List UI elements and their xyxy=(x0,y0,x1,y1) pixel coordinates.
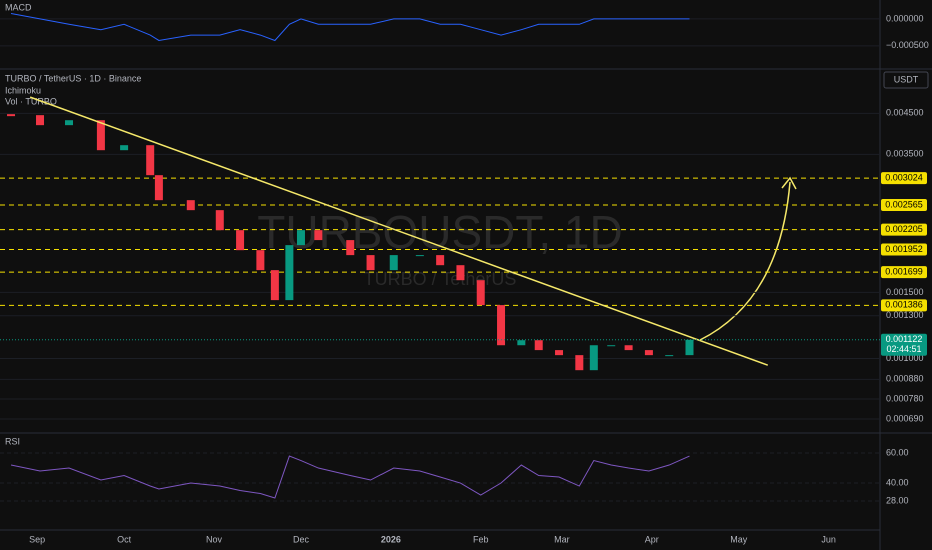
candle xyxy=(285,245,294,301)
level-label: 0.001952 xyxy=(885,244,923,254)
pane-title: MACD xyxy=(5,2,32,12)
candle xyxy=(624,345,633,351)
candle xyxy=(186,200,195,211)
y-tick-label: 0.000000 xyxy=(886,13,924,23)
candle xyxy=(589,345,598,371)
y-tick-label: −0.000500 xyxy=(886,40,929,50)
y-tick-label: 0.001300 xyxy=(886,310,924,320)
candle xyxy=(497,305,506,346)
candle xyxy=(36,115,45,126)
x-tick-label: Oct xyxy=(117,534,132,544)
last-price-box xyxy=(881,333,927,356)
level-label-box xyxy=(881,299,927,312)
currency: USDT xyxy=(894,74,919,84)
watermark-subtitle: TURBO / TetherUS xyxy=(364,269,517,289)
candle xyxy=(389,255,398,271)
level-label: 0.001386 xyxy=(885,300,923,310)
y-tick-label: 0.004500 xyxy=(886,108,924,118)
pane-title: RSI xyxy=(5,436,20,446)
last-price-label: 0.001122 xyxy=(886,334,923,344)
level-label-box xyxy=(881,223,927,236)
countdown: 02:44:51 xyxy=(886,344,921,354)
x-tick-label: Sep xyxy=(29,534,45,544)
candle xyxy=(476,280,485,306)
arrow-head xyxy=(781,176,797,190)
candle xyxy=(96,120,105,151)
x-tick-label: 2026 xyxy=(381,534,401,544)
projection-arrow xyxy=(699,181,791,341)
candle xyxy=(270,270,279,301)
candle xyxy=(555,350,564,356)
level-label-box xyxy=(881,198,927,211)
y-tick-label: 28.00 xyxy=(886,495,909,505)
y-tick-label: 0.003500 xyxy=(886,149,924,159)
x-tick-label: Nov xyxy=(206,534,223,544)
x-tick-label: Mar xyxy=(554,534,570,544)
level-label: 0.002565 xyxy=(885,199,923,209)
candle xyxy=(346,240,355,256)
candle xyxy=(366,255,375,271)
series-line xyxy=(10,455,690,499)
y-tick-label: 0.001500 xyxy=(886,287,924,297)
candle xyxy=(517,340,526,346)
candle xyxy=(236,230,245,251)
candle xyxy=(314,230,323,241)
y-tick-label: 0.001000 xyxy=(886,353,924,363)
level-label: 0.002205 xyxy=(885,224,923,234)
level-label: 0.001699 xyxy=(885,267,923,277)
level-label-box xyxy=(881,266,927,279)
candle xyxy=(256,250,265,271)
x-tick-label: Feb xyxy=(473,534,489,544)
pane-title: TURBO / TetherUS · 1D · Binance xyxy=(5,73,141,83)
candle xyxy=(575,355,584,371)
candle xyxy=(120,145,129,151)
currency-box xyxy=(883,71,929,89)
x-tick-label: Dec xyxy=(293,534,310,544)
candle xyxy=(665,355,674,357)
y-tick-label: 0.000690 xyxy=(886,413,924,423)
candle xyxy=(534,340,543,351)
candle xyxy=(154,175,163,201)
candle xyxy=(685,339,694,356)
candle xyxy=(296,230,305,246)
x-tick-label: Apr xyxy=(645,534,659,544)
y-tick-label: 60.00 xyxy=(886,447,909,457)
candle xyxy=(644,350,653,356)
x-tick-label: Jun xyxy=(821,534,836,544)
watermark: TURBOUSDT, 1D xyxy=(257,206,622,258)
candle xyxy=(456,265,465,281)
candle xyxy=(415,255,424,257)
trendline xyxy=(29,96,769,366)
candle xyxy=(65,120,74,126)
y-tick-label: 0.000780 xyxy=(886,393,924,403)
candle xyxy=(215,210,224,231)
y-tick-label: 40.00 xyxy=(886,477,909,487)
level-label: 0.003024 xyxy=(885,173,923,183)
series-line xyxy=(10,13,690,42)
level-label-box xyxy=(881,243,927,256)
indicator-label: Ichimoku xyxy=(5,85,41,95)
candle xyxy=(146,145,155,176)
x-tick-label: May xyxy=(730,534,748,544)
y-tick-label: 0.000880 xyxy=(886,374,924,384)
level-label-box xyxy=(881,172,927,185)
indicator-label: Vol · TURBO xyxy=(5,96,57,106)
candle xyxy=(607,345,616,347)
candle xyxy=(436,255,445,266)
